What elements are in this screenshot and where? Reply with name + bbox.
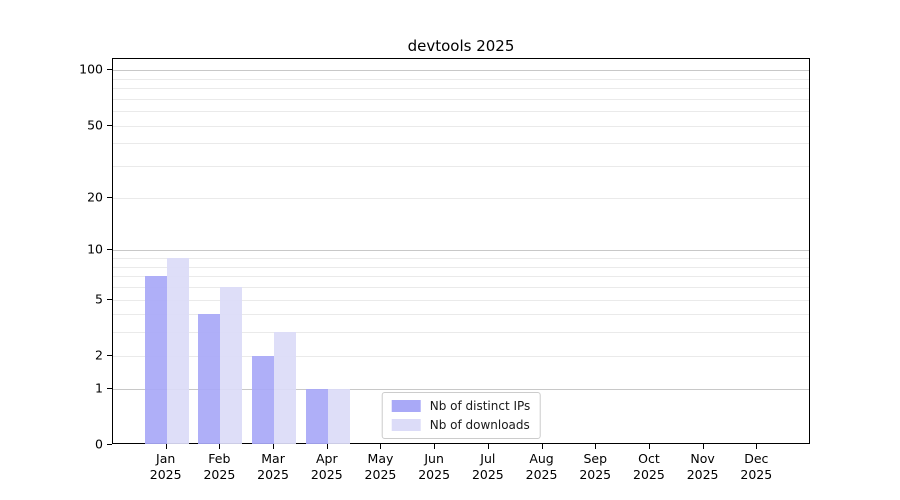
x-tick-label-mar: Mar 2025	[257, 451, 289, 482]
minor-gridline	[113, 98, 809, 100]
minor-gridline	[113, 143, 809, 145]
x-tick-mark	[487, 444, 489, 449]
legend-label-downloads: Nb of downloads	[429, 418, 530, 432]
y-tick-label: 10	[87, 241, 103, 257]
x-tick-label-oct: Oct 2025	[633, 451, 665, 482]
major-gridline	[113, 197, 809, 199]
x-tick-mark	[165, 444, 167, 449]
y-tick-label: 2	[95, 347, 103, 363]
x-tick-label-sep: Sep 2025	[579, 451, 612, 482]
legend: Nb of distinct IPs Nb of downloads	[381, 392, 541, 439]
legend-label-distinct-ips: Nb of distinct IPs	[429, 399, 531, 413]
minor-gridline	[113, 314, 809, 316]
minor-gridline	[113, 266, 809, 268]
minor-gridline	[113, 88, 809, 90]
bar-nb-of-distinct-ips-mar	[252, 355, 275, 444]
legend-swatch-distinct-ips-icon	[391, 400, 421, 412]
y-tick-label: 50	[87, 117, 103, 133]
legend-swatch-downloads-icon	[391, 419, 421, 431]
minor-gridline	[113, 78, 809, 80]
chart-title: devtools 2025	[407, 37, 515, 55]
x-tick-mark	[541, 444, 543, 449]
y-tick-mark	[107, 387, 112, 389]
plot-area	[112, 58, 810, 444]
x-tick-mark	[219, 444, 221, 449]
y-tick-label: 20	[87, 189, 103, 205]
x-tick-mark	[648, 444, 650, 449]
y-tick-label: 0	[95, 436, 103, 452]
major-gridline	[113, 299, 809, 301]
x-tick-mark	[434, 444, 436, 449]
x-tick-label-jan: Jan 2025	[149, 451, 182, 482]
minor-gridline	[113, 276, 809, 278]
x-tick-label-nov: Nov 2025	[686, 451, 719, 482]
y-tick-mark	[107, 69, 112, 71]
x-tick-label-feb: Feb 2025	[203, 451, 236, 482]
y-tick-label: 5	[95, 291, 103, 306]
y-tick-mark	[107, 249, 112, 251]
bar-nb-of-downloads-jan	[166, 258, 189, 444]
x-tick-label-apr: Apr 2025	[310, 451, 343, 482]
major-gridline	[113, 70, 809, 72]
minor-gridline	[113, 258, 809, 260]
major-gridline	[113, 125, 809, 127]
x-tick-label-aug: Aug 2025	[525, 451, 558, 482]
bar-nb-of-downloads-mar	[274, 332, 297, 444]
legend-item-distinct-ips: Nb of distinct IPs	[391, 399, 531, 413]
y-tick-label: 1	[95, 380, 103, 396]
x-tick-label-jul: Jul 2025	[471, 451, 504, 482]
minor-gridline	[113, 286, 809, 288]
y-tick-mark	[107, 444, 112, 445]
bar-nb-of-distinct-ips-apr	[305, 388, 328, 444]
x-tick-label-dec: Dec 2025	[740, 451, 773, 482]
minor-gridline	[113, 166, 809, 168]
bar-nb-of-distinct-ips-feb	[198, 314, 221, 444]
x-tick-mark	[273, 444, 275, 449]
y-tick-label: 100	[79, 61, 103, 77]
x-tick-mark	[756, 444, 758, 449]
major-gridline	[113, 388, 809, 390]
legend-item-downloads: Nb of downloads	[391, 418, 531, 432]
bar-nb-of-distinct-ips-jan	[144, 276, 167, 444]
y-tick-mark	[107, 354, 112, 356]
major-gridline	[113, 355, 809, 357]
x-tick-mark	[380, 444, 382, 449]
x-tick-mark	[595, 444, 597, 449]
x-tick-mark	[326, 444, 328, 449]
y-tick-mark	[107, 298, 112, 300]
minor-gridline	[113, 332, 809, 334]
minor-gridline	[113, 111, 809, 113]
x-tick-label-jun: Jun 2025	[418, 451, 451, 482]
bar-nb-of-downloads-feb	[220, 286, 243, 444]
bar-nb-of-downloads-apr	[327, 388, 350, 444]
x-tick-label-may: May 2025	[364, 451, 397, 482]
major-gridline	[113, 250, 809, 252]
x-tick-mark	[702, 444, 704, 449]
y-tick-mark	[107, 196, 112, 198]
y-tick-mark	[107, 124, 112, 126]
